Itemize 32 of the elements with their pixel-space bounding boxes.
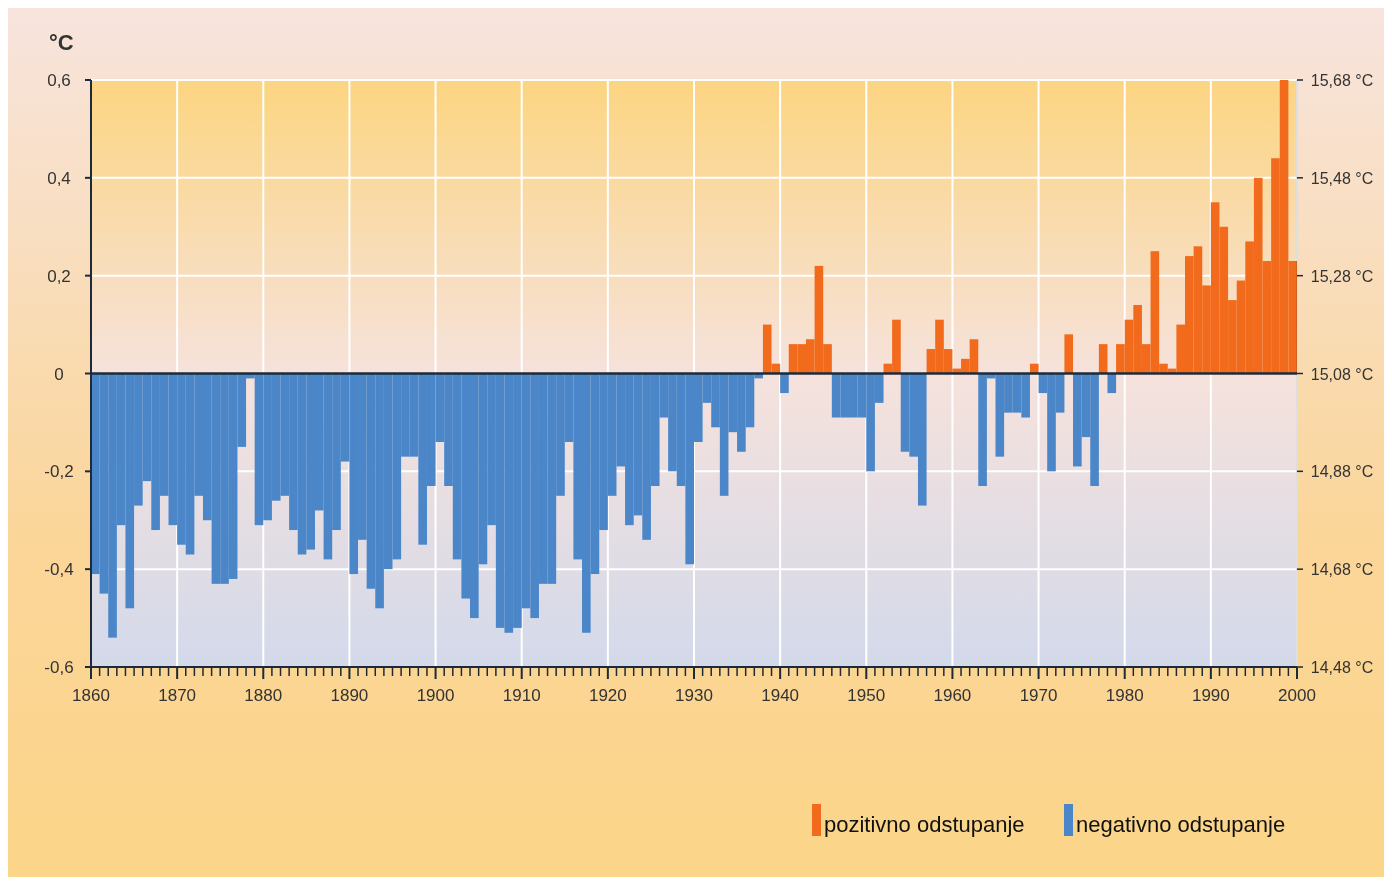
x-tick-label: 1880: [244, 686, 283, 705]
y-tick-label: 0,4: [47, 168, 71, 188]
x-tick-label: 1970: [1019, 686, 1058, 705]
x-tick-label: 1890: [330, 686, 369, 705]
x-tick-label: 1870: [158, 686, 197, 705]
x-tick-label: 2000: [1278, 686, 1316, 705]
y-tick-label: -0,2: [44, 462, 74, 482]
y-tick-label: 0,6: [47, 71, 71, 90]
y-tick-label: 0,2: [47, 266, 71, 286]
y2-tick-label: 15,08 °C: [1310, 365, 1374, 383]
y2-tick-label: 14,48 °C: [1310, 659, 1374, 676]
y2-tick-label: 15,28 °C: [1310, 267, 1374, 285]
x-tick-label: 1860: [72, 686, 110, 705]
x-tick-label: 1980: [1105, 686, 1144, 705]
x-tick-label: 1990: [1191, 686, 1230, 705]
y2-tick-label: 15,68 °C: [1310, 72, 1374, 89]
legend-label: negativno odstupanje: [1076, 812, 1286, 837]
x-tick-label: 1920: [588, 686, 627, 705]
y-tick-label: -0,4: [44, 560, 74, 580]
x-tick-label: 1910: [502, 686, 541, 705]
x-tick-label: 1900: [416, 686, 455, 705]
y2-tick-label: 15,48 °C: [1310, 169, 1374, 187]
y-tick-label: -0,6: [44, 658, 74, 677]
x-tick-label: 1960: [933, 686, 972, 705]
y-tick-label: 0: [54, 364, 64, 384]
x-tick-label: 1940: [761, 686, 800, 705]
y-axis-title: °C: [49, 30, 74, 55]
y2-tick-label: 14,88 °C: [1310, 463, 1374, 481]
legend-label: pozitivno odstupanje: [824, 812, 1025, 837]
x-tick-label: 1950: [847, 686, 886, 705]
x-tick-label: 1930: [675, 686, 713, 705]
y2-tick-label: 14,68 °C: [1310, 561, 1374, 579]
